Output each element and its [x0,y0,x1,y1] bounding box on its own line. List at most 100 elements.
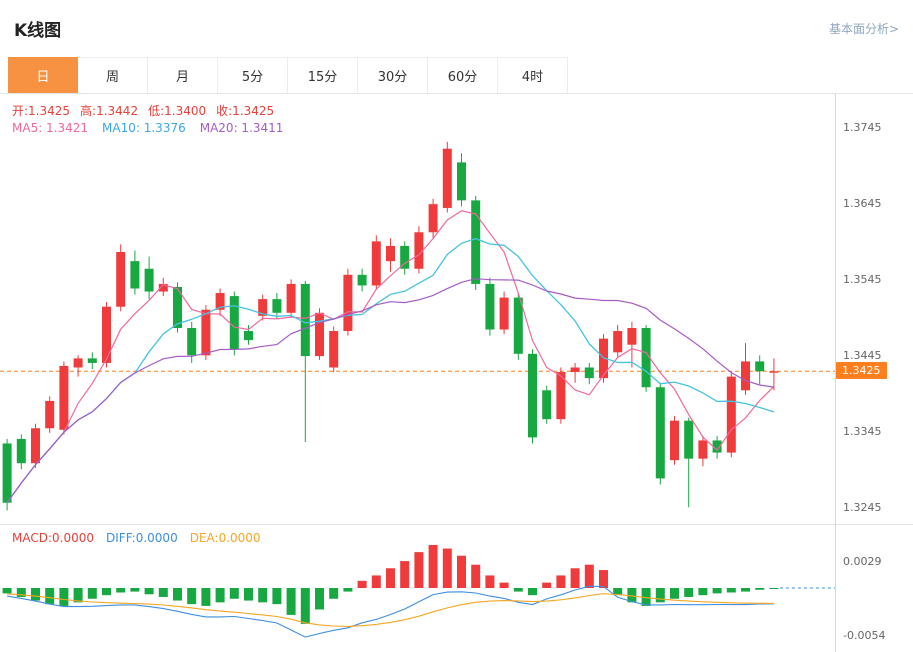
candle [485,283,495,330]
tab-4hour[interactable]: 4时 [498,57,568,93]
candle [471,200,481,284]
macd-bar [272,588,282,605]
candle [641,327,651,388]
macd-bar [187,588,197,605]
candle [769,371,779,373]
macd-bar [201,588,211,606]
macd-axis-label: 0.0029 [843,554,882,568]
macd-bar [471,564,481,588]
candle [513,297,523,354]
fundamental-analysis-link[interactable]: 基本面分析> [828,22,899,36]
ma5-line [6,210,775,504]
tab-15min[interactable]: 15分 [288,57,358,93]
macd-bar [457,555,466,588]
macd-bar [244,588,253,601]
macd-bar [485,575,495,588]
macd-bar [16,588,26,597]
tab-60min[interactable]: 60分 [428,57,498,93]
tab-30min[interactable]: 30分 [358,57,428,93]
ma-legend: MA5: 1.3421 MA10: 1.3376 MA20: 1.3411 [12,121,283,135]
price-axis: 1.3745 1.3645 1.3545 1.3445 1.3345 1.3245 1.34… [835,94,913,652]
macd-bar [315,588,324,610]
macd-bar [641,588,651,606]
candle [442,148,452,208]
macd-bar [371,575,381,588]
candle [45,400,55,429]
macd-bar [343,588,353,592]
macd-bar [613,588,623,596]
candle [229,296,239,350]
macd-bar [158,588,168,597]
macd-bar [670,588,679,599]
candle [158,283,168,292]
header: K线图 基本面分析> [0,0,913,57]
macd-bar [684,588,694,597]
macd-bar [59,588,69,606]
candle [584,367,594,379]
macd-bar [73,588,83,603]
ohlc-legend: 开:1.3425 高:1.3442 低:1.3400 收:1.3425 [12,102,274,119]
tab-5min[interactable]: 5分 [218,57,288,93]
candle [755,361,765,372]
candle [2,443,12,503]
macd-bar [31,588,40,601]
candle [16,438,26,464]
candle [570,367,580,373]
tab-day[interactable]: 日 [8,57,78,93]
candle [130,261,140,289]
ohlc-item-1: 高:1.3442 [80,104,139,118]
candle [286,283,296,313]
macd-bar [627,588,637,603]
candle [414,232,424,269]
candle [684,420,694,459]
candle [386,245,395,262]
candle [102,306,111,363]
candlestick-chart[interactable] [0,94,835,524]
macd-bar [116,588,126,593]
ma20-line [6,278,774,504]
candle [201,309,211,356]
macd-bar [130,588,140,592]
macd-bar [258,588,268,603]
ohlc-item-0: 开:1.3425 [12,104,71,118]
candle [329,331,339,368]
macd-bar [2,588,12,594]
candle [144,268,154,292]
macd-bar [513,588,523,592]
candle [187,327,197,356]
candle [726,376,736,453]
candle [712,440,722,453]
tab-week[interactable]: 周 [78,57,148,93]
macd-bar [87,588,97,599]
candle [528,353,537,438]
macd-bar [755,588,765,590]
macd-item-0: MACD:0.0000 [12,531,95,545]
candle [173,286,182,328]
pane-separator [0,524,913,525]
ma-item-0: MA5: 1.3421 [12,121,89,135]
candle [613,331,623,353]
candle [244,331,253,341]
macd-bar [499,582,509,588]
macd-bar [599,570,608,588]
macd-chart[interactable] [0,524,835,652]
ohlc-item-2: 低:1.3400 [148,104,207,118]
candle [31,428,40,464]
candle [87,358,97,363]
macd-bar [144,588,154,595]
candle [698,440,708,459]
candle [258,299,268,316]
macd-bar [400,561,410,588]
candle [215,293,225,310]
macd-bar [712,588,722,594]
candle [116,252,126,307]
macd-bar [102,588,111,596]
tab-month[interactable]: 月 [148,57,218,93]
current-price-badge: 1.3425 [836,362,887,380]
macd-bar [698,588,708,596]
macd-bar [45,588,55,605]
macd-bar [428,544,438,588]
macd-bar [542,582,552,588]
macd-bar [726,588,736,593]
macd-bar [442,548,452,588]
